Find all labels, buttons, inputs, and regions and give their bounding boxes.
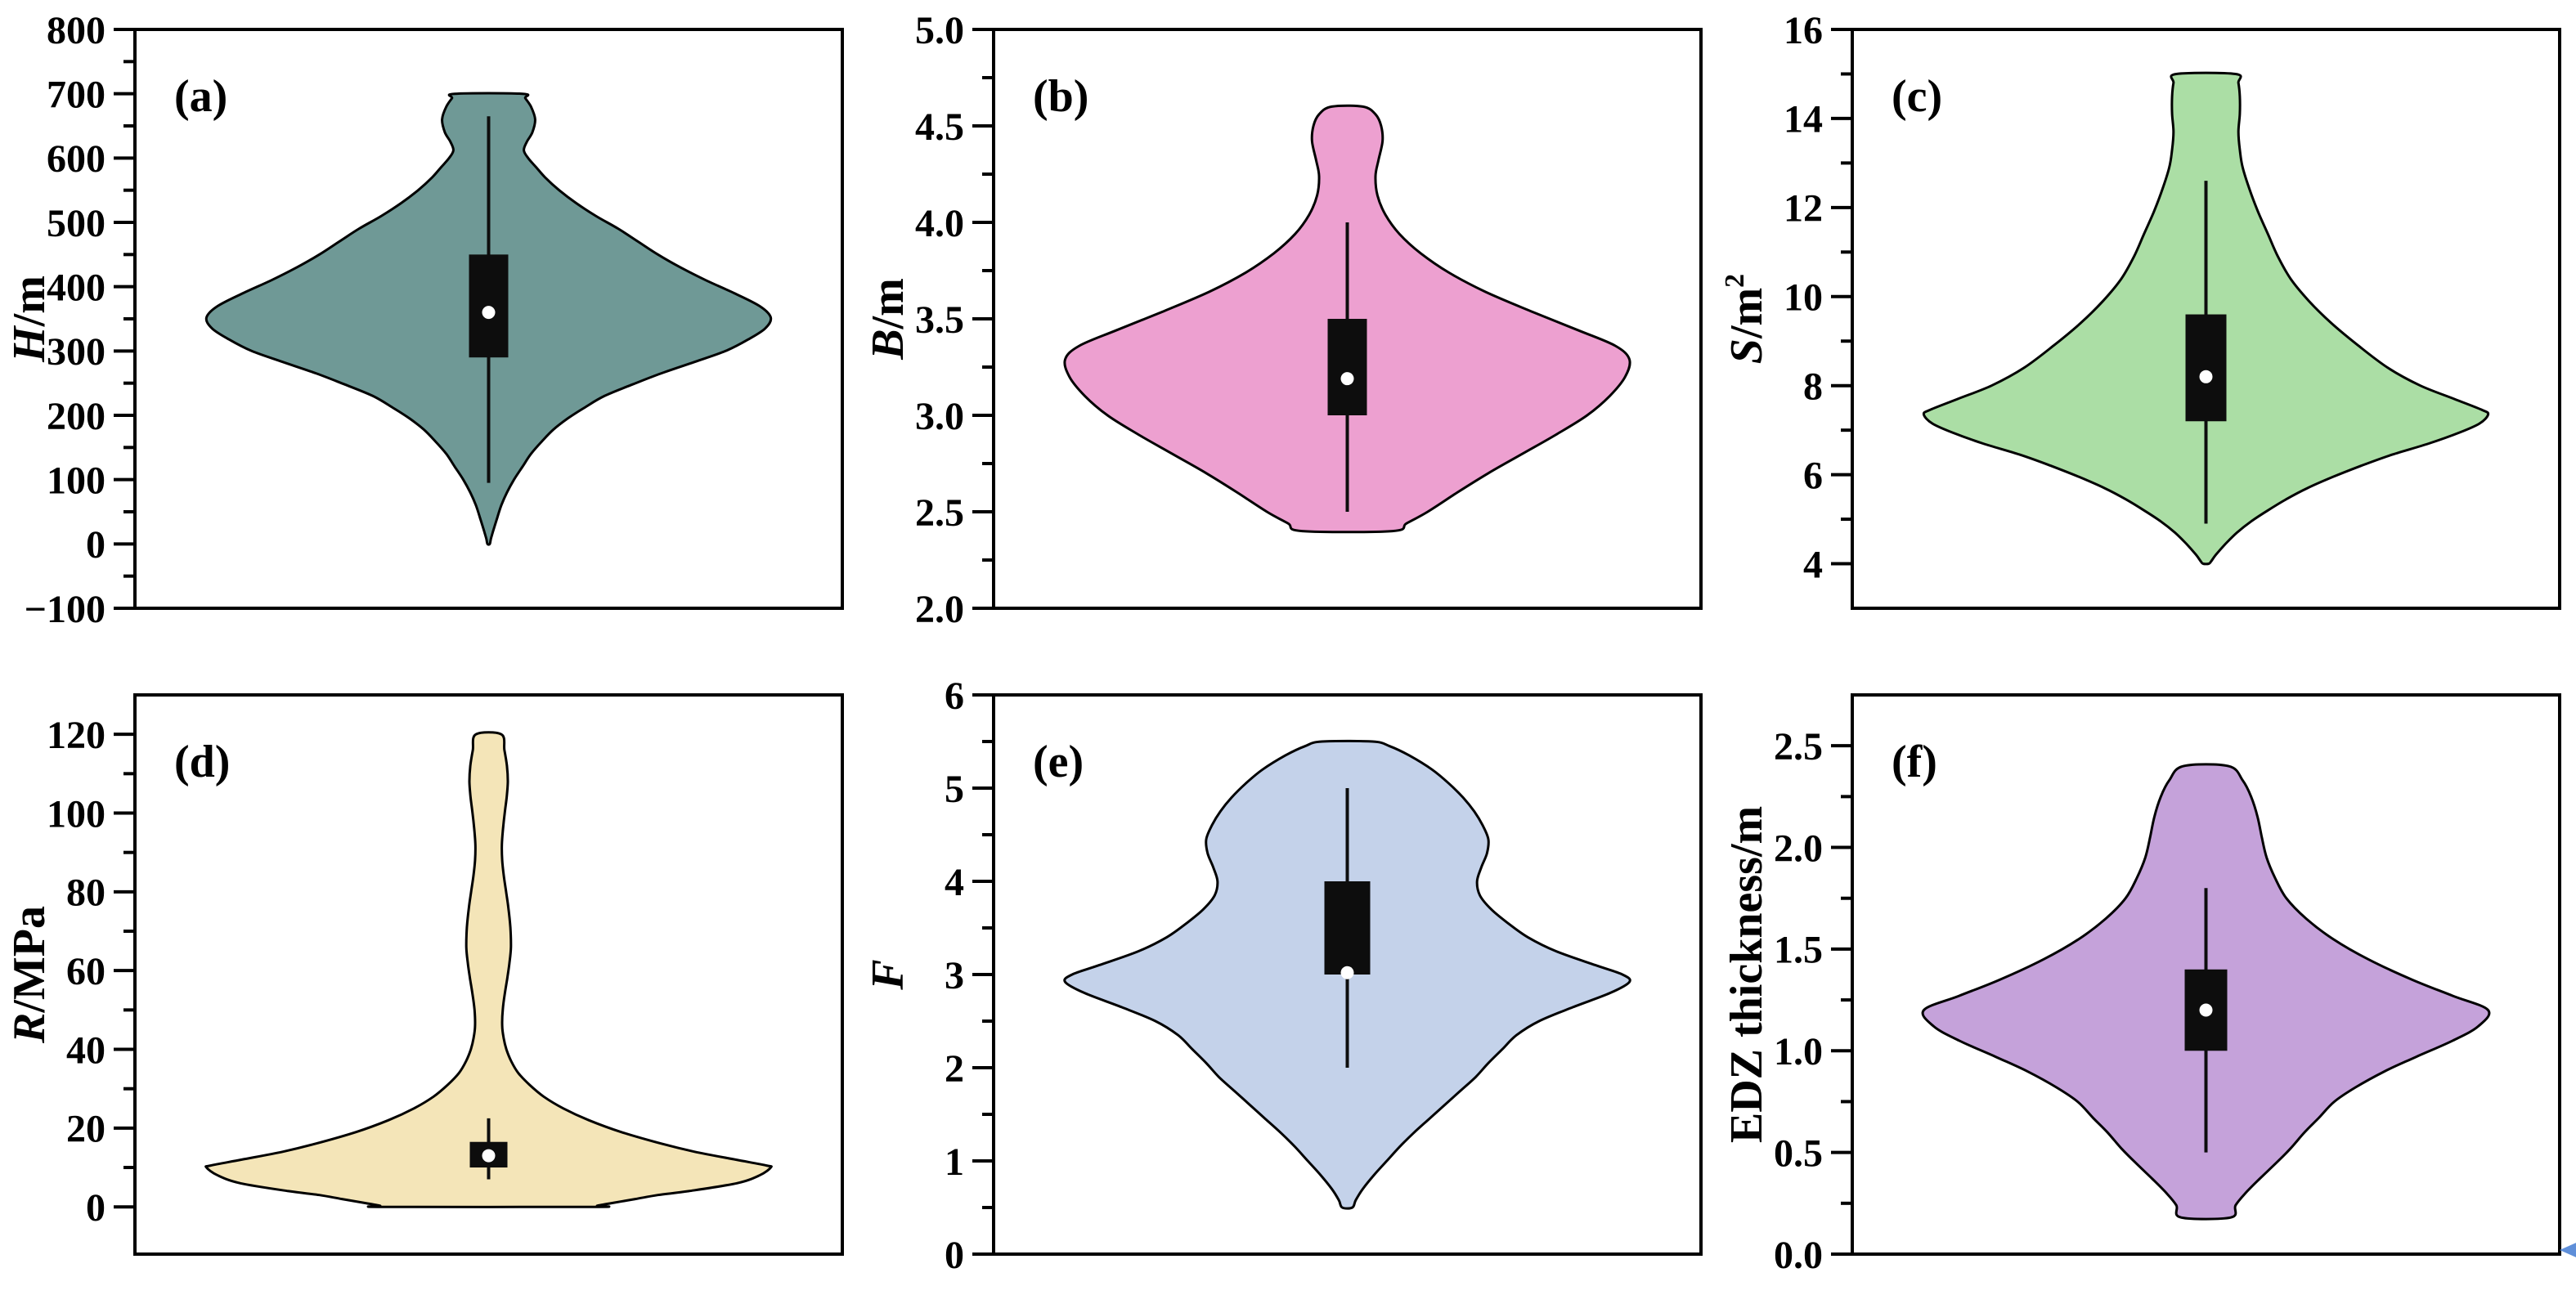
y-tick-label: 4 (1803, 543, 1823, 586)
violin-shape (204, 731, 773, 1208)
y-tick-label: 3.0 (915, 395, 964, 438)
violin-chart-b: 5.0 4.5 4.0 3.5 3.0 2.5 2.0 B/m (b) (863, 9, 1703, 631)
y-tick-label: 1.0 (1774, 1030, 1823, 1073)
y-tick-label: 60 (66, 950, 105, 993)
y-tick-label: 16 (1784, 9, 1823, 52)
y-tick-label: 4.0 (915, 202, 964, 245)
panel-b: 5.0 4.5 4.0 3.5 3.0 2.5 2.0 B/m (b) (859, 0, 1717, 648)
y-axis-label: F (863, 959, 913, 990)
y-tick-label: 1 (945, 1140, 964, 1184)
y-tick-label: 20 (66, 1108, 105, 1151)
plot-frame (133, 693, 844, 1256)
y-axis-label: EDZ thickness/m (1721, 806, 1772, 1143)
y-axis-label-part: EDZ thickness/m (1721, 806, 1772, 1143)
y-tick-label: 8 (1803, 365, 1823, 408)
violin-chart-c: 16 14 12 10 8 6 4 S/m2 (c) (1720, 9, 2561, 610)
y-tick-label: 14 (1784, 98, 1823, 141)
panel-d: 120 100 80 60 40 20 0 R/MPa (d) (0, 648, 859, 1295)
median-dot (482, 306, 496, 320)
violin-chart-d: 120 100 80 60 40 20 0 R/MPa (d) (4, 693, 844, 1256)
y-tick-label: 2.5 (915, 491, 964, 535)
panel-e: 6 5 4 3 2 1 0 F (e) (859, 648, 1717, 1295)
y-tick-label: 300 (47, 330, 105, 374)
plot-frame (992, 28, 1703, 610)
y-tick-label: 5 (945, 768, 964, 811)
panel-a: 800 700 600 500 400 300 200 100 0 −100 H/m (a) (0, 0, 859, 648)
y-tick-label: 0.5 (1774, 1131, 1823, 1175)
panel-letter: (f) (1892, 737, 1937, 787)
violin-chart-e: 6 5 4 3 2 1 0 F (e) (863, 674, 1703, 1277)
violin-chart-f: 2.5 2.0 1.5 1.0 0.5 0.0 EDZ thickness/m (f) (1721, 693, 2561, 1277)
median-dot (1340, 372, 1354, 386)
y-tick-label: 0 (86, 1186, 105, 1230)
iqr-box (2185, 314, 2227, 422)
y-axis-label-part: /MPa (4, 906, 55, 1014)
y-axis-label-part: B (863, 329, 913, 360)
y-axis-label-part: /m (4, 276, 55, 327)
y-tick-label: 800 (47, 9, 105, 52)
y-axis-label-part: H (4, 325, 55, 363)
y-tick-label: 2.0 (915, 588, 964, 631)
panel-letter: (c) (1892, 71, 1942, 122)
y-tick-label: 100 (47, 459, 105, 502)
violin-chart-a: 800 700 600 500 400 300 200 100 0 −100 H/m (a) (4, 9, 844, 631)
y-tick-label: 40 (66, 1028, 105, 1072)
iqr-box (1327, 319, 1367, 415)
y-tick-label: 0.0 (1774, 1234, 1823, 1277)
y-tick-label: 700 (47, 73, 105, 116)
y-tick-label: 4 (945, 861, 964, 904)
plot-frame (133, 28, 844, 610)
y-axis-label: B/m (863, 278, 913, 361)
panel-f: 2.5 2.0 1.5 1.0 0.5 0.0 EDZ thickness/m (f) (1717, 648, 2576, 1295)
y-tick-label: 0 (945, 1234, 964, 1277)
plot-frame (1851, 693, 2561, 1256)
y-tick-label: 100 (47, 792, 105, 836)
y-tick-label: 12 (1784, 187, 1823, 231)
y-axis-label: S/m2 (1720, 274, 1772, 364)
y-tick-label: 600 (47, 137, 105, 181)
y-tick-label: 6 (1803, 454, 1823, 497)
median-dot (1340, 966, 1354, 979)
median-dot (2199, 1003, 2213, 1017)
plot-frame (1851, 28, 2561, 610)
y-tick-label: 2 (945, 1047, 964, 1091)
y-axis-label-part: /m (863, 278, 913, 329)
panel-letter: (e) (1033, 737, 1084, 787)
plot-frame (992, 693, 1703, 1256)
corner-arrow-icon[interactable] (2558, 1236, 2576, 1264)
panel-letter: (a) (174, 71, 227, 122)
y-tick-label: 10 (1784, 276, 1823, 320)
y-axis-label: H/m (4, 276, 55, 363)
median-dot (2199, 370, 2213, 383)
y-tick-label: 5.0 (915, 9, 964, 52)
panel-letter: (d) (174, 737, 230, 787)
y-tick-label: 3.5 (915, 298, 964, 342)
iqr-box (1324, 881, 1371, 975)
y-tick-label: 1.5 (1774, 929, 1823, 972)
y-axis-label-part: 2 (1720, 274, 1750, 288)
panel-letter: (b) (1033, 71, 1088, 122)
y-tick-label: 200 (47, 395, 105, 438)
y-axis-label-part: R (4, 1013, 55, 1044)
y-tick-label: 6 (945, 674, 964, 718)
y-tick-label: 120 (47, 714, 105, 757)
y-tick-label: 80 (66, 872, 105, 915)
y-tick-label: 0 (86, 523, 105, 567)
y-tick-label: 2.0 (1774, 827, 1823, 870)
y-tick-label: 400 (47, 266, 105, 309)
y-axis-label-part: /m (1721, 288, 1772, 339)
y-axis-label: R/MPa (4, 906, 55, 1044)
corner-arrow-shape (2560, 1243, 2576, 1257)
panel-c: 16 14 12 10 8 6 4 S/m2 (c) (1717, 0, 2576, 648)
median-dot (482, 1149, 496, 1163)
y-axis-label-part: S (1721, 338, 1772, 364)
y-tick-label: 4.5 (915, 105, 964, 149)
y-tick-label: 2.5 (1774, 725, 1823, 768)
y-tick-label: −100 (25, 588, 105, 631)
y-tick-label: 500 (47, 202, 105, 245)
y-axis-label-part: F (863, 959, 913, 990)
y-tick-label: 3 (945, 954, 964, 997)
